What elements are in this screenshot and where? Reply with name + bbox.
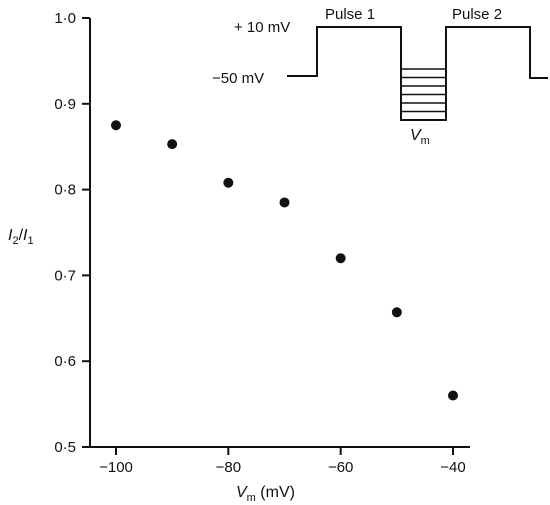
- y-tick-label: 0·7: [54, 267, 76, 284]
- x-tick-label: −40: [440, 459, 465, 476]
- data-point: [391, 307, 402, 318]
- y-tick-label: 1·0: [54, 10, 76, 27]
- y-tick-label: 0·5: [54, 439, 76, 456]
- data-point: [279, 197, 290, 208]
- inset-waveform: [287, 26, 548, 121]
- inset-pulse2-label: Pulse 2: [452, 6, 502, 23]
- data-point: [167, 139, 178, 150]
- y-tick-label: 0·9: [54, 96, 76, 113]
- inset-step-levels: [401, 68, 446, 121]
- data-points: [111, 120, 458, 401]
- x-tick-label: −60: [328, 459, 353, 476]
- x-tick-label: −80: [216, 459, 241, 476]
- inset-vm-label: Vm: [410, 127, 430, 147]
- protocol-inset: + 10 mV −50 mV Pulse 1 Pulse 2 Vm: [212, 6, 548, 147]
- x-axis-title: Vm (mV): [236, 484, 295, 504]
- y-tick-label: 0·6: [54, 353, 76, 370]
- inset-pulse1-label: Pulse 1: [325, 6, 375, 23]
- data-point: [223, 177, 234, 188]
- data-point: [335, 253, 346, 264]
- x-ticks: −100 −80 −60 −40: [99, 447, 466, 476]
- data-point: [111, 120, 121, 131]
- data-point: [448, 390, 458, 401]
- y-tick-label: 0·8: [54, 182, 76, 199]
- x-tick-label: −100: [99, 459, 133, 476]
- y-ticks: 0·5 0·6 0·7 0·8 0·9 1·0: [54, 10, 90, 456]
- inset-high-voltage-label: + 10 mV: [234, 19, 290, 36]
- inset-low-voltage-label: −50 mV: [212, 70, 264, 87]
- y-axis-title: I2/I1: [8, 227, 34, 247]
